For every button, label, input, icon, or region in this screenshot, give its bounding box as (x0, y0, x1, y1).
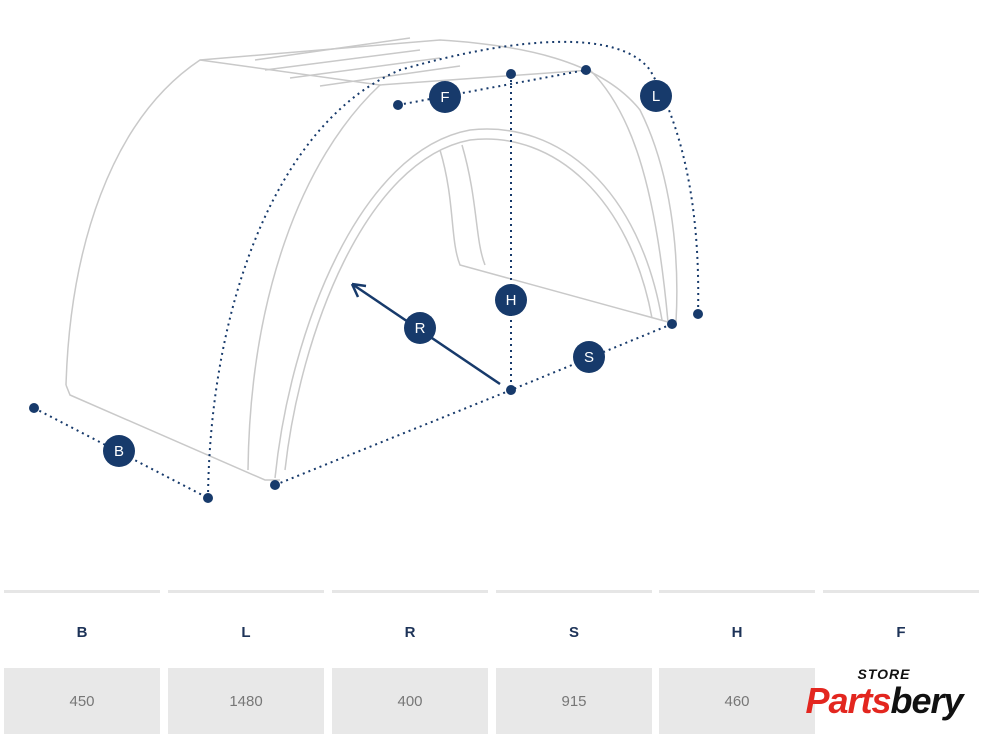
svg-text:L: L (652, 88, 660, 105)
marker-s: S (573, 341, 605, 373)
svg-text:F: F (440, 89, 449, 106)
marker-f: F (429, 81, 461, 113)
value-s: 915 (496, 668, 652, 734)
endpoint-dots (29, 65, 703, 503)
marker-b: B (103, 435, 135, 467)
header-s: S (568, 624, 579, 641)
divider (332, 590, 488, 593)
header-f: F (896, 624, 906, 641)
svg-text:S: S (584, 349, 594, 366)
fender-outline (65, 37, 678, 481)
partsbery-logo: STORE Partsbery (796, 666, 972, 736)
header-r: R (404, 624, 416, 641)
divider (168, 590, 324, 593)
marker-l: L (640, 80, 672, 112)
logo-brand: Partsbery (796, 682, 972, 720)
header-h: H (731, 624, 743, 641)
fender-dimension-diagram: F L H R S B (29, 37, 703, 503)
marker-r: R (404, 312, 436, 344)
divider (4, 590, 160, 593)
value-b: 450 (4, 668, 160, 734)
logo-store-text: STORE (857, 666, 911, 682)
logo-brand-part2: bery (890, 680, 964, 721)
header-b: B (76, 624, 88, 641)
svg-text:H: H (506, 292, 517, 309)
svg-text:R: R (415, 320, 426, 337)
marker-h: H (495, 284, 527, 316)
svg-text:B: B (114, 443, 124, 460)
divider (823, 590, 979, 593)
dimension-lines (33, 40, 700, 499)
value-l: 1480 (168, 668, 324, 734)
value-r: 400 (332, 668, 488, 734)
divider (496, 590, 652, 593)
header-l: L (241, 624, 251, 641)
value-h: 460 (659, 668, 815, 734)
divider (659, 590, 815, 593)
logo-brand-part1: Parts (805, 680, 891, 721)
